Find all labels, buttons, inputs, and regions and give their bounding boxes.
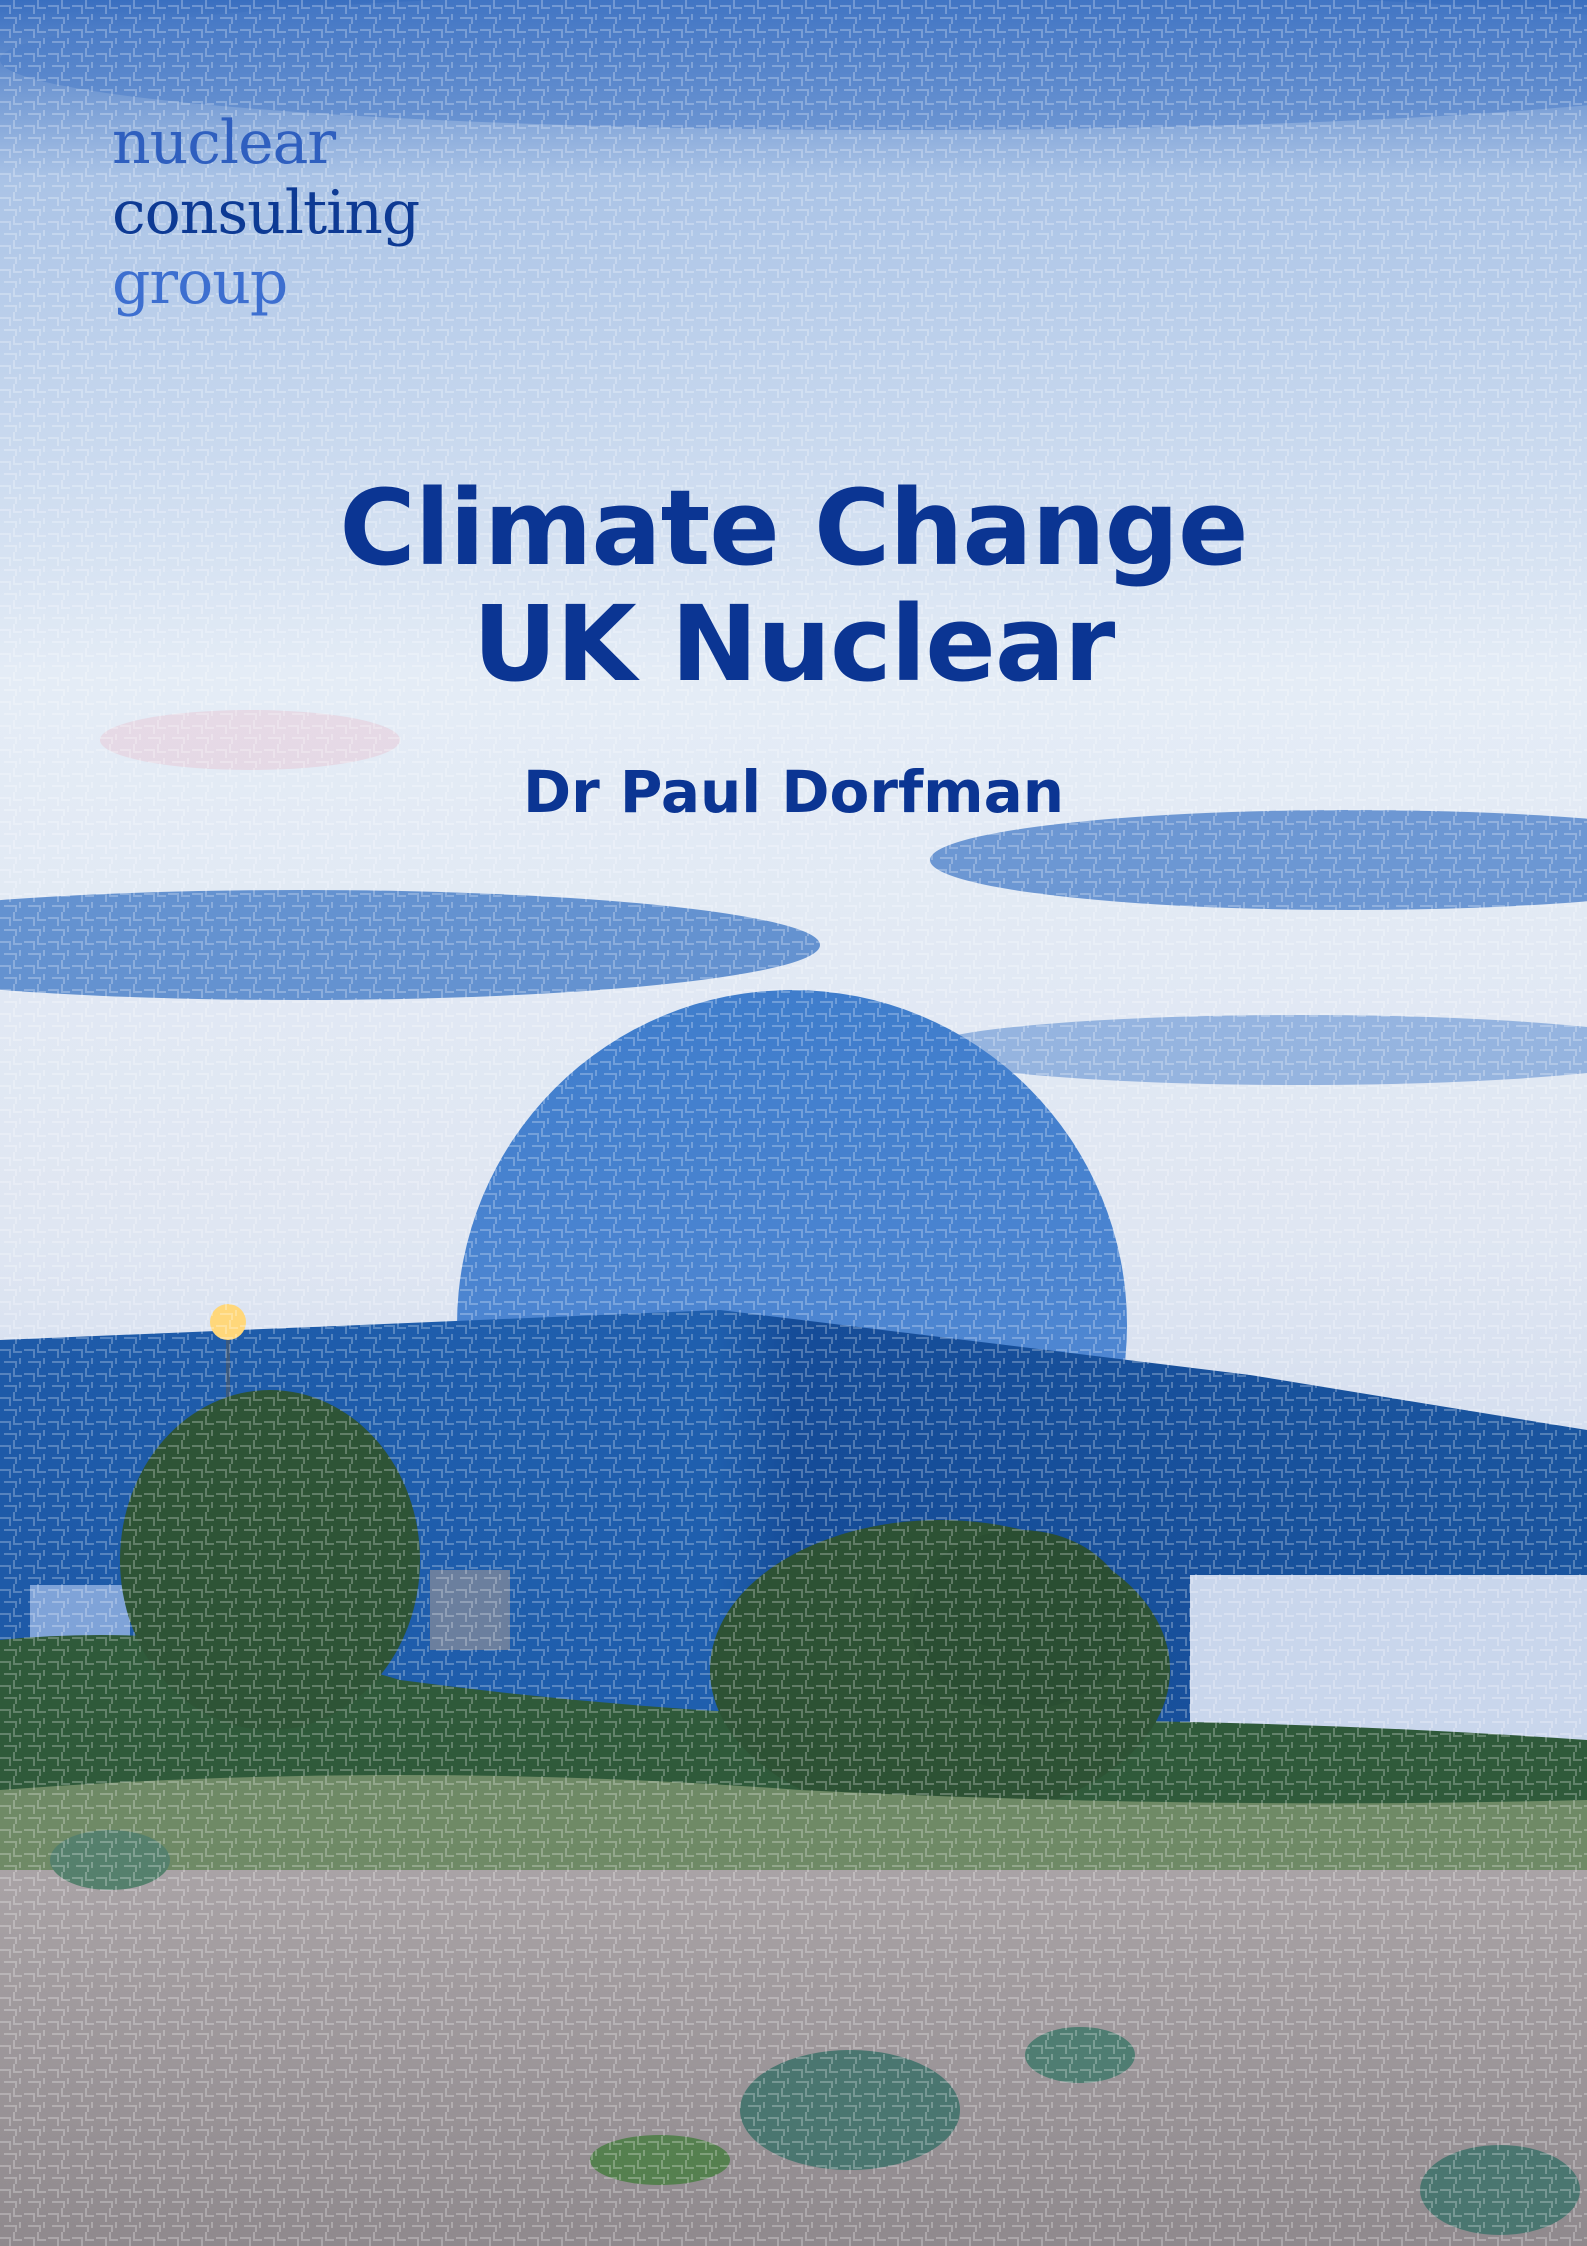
cover-image <box>0 0 1587 2246</box>
title-line: Climate Change <box>0 470 1587 586</box>
page: {"header": {"logo": ["nuclear", "consult… <box>0 0 1587 2246</box>
logo-line: consulting <box>112 178 419 248</box>
title: Climate Change UK Nuclear <box>0 470 1587 702</box>
logo-line: group <box>112 248 419 318</box>
author: Dr Paul Dorfman <box>0 758 1587 826</box>
logo-line: nuclear <box>112 108 419 178</box>
logo: nuclear consulting group <box>112 108 419 318</box>
title-line: UK Nuclear <box>0 586 1587 702</box>
